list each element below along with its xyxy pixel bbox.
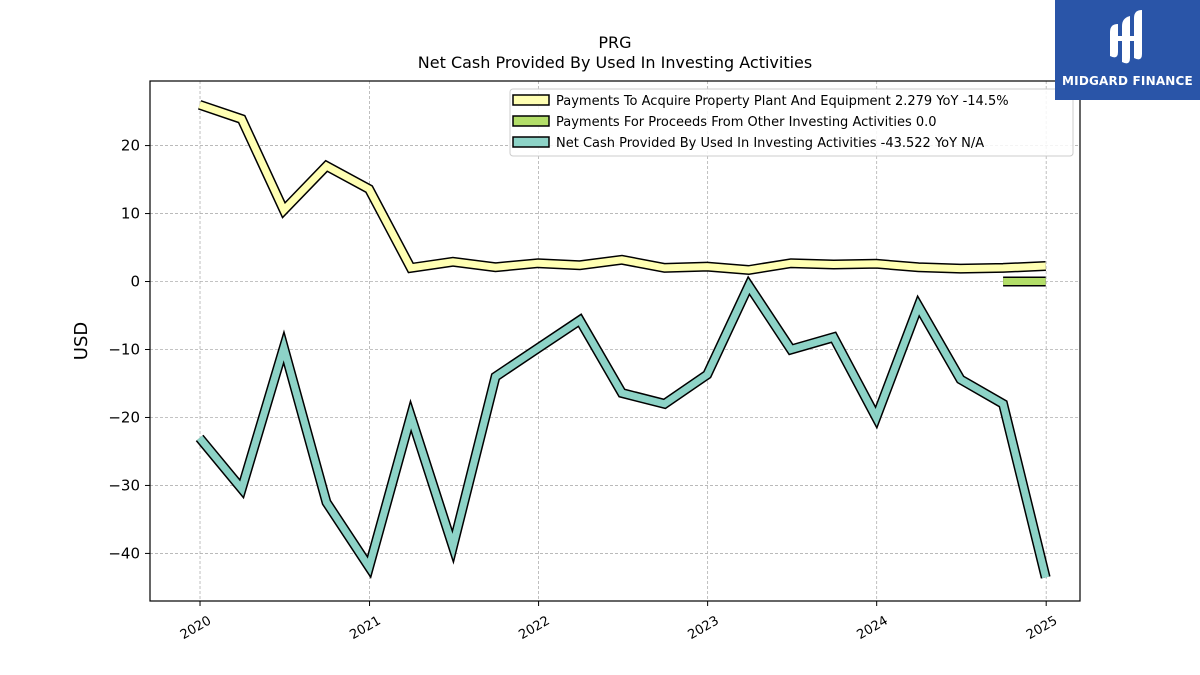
y-tick-label: 10 xyxy=(121,205,140,223)
series-line-0 xyxy=(197,100,1046,276)
series-outline xyxy=(195,275,1051,579)
y-tick-label: 20 xyxy=(121,137,140,155)
midgard-finance-logo: MIDGARD FINANCE xyxy=(1055,0,1200,100)
x-tick-label: 2020 xyxy=(178,613,214,643)
x-tick-label: 2025 xyxy=(1024,613,1060,643)
legend-swatch xyxy=(512,136,550,148)
logo-mark-icon xyxy=(1109,10,1142,64)
y-tick-label: −40 xyxy=(108,544,140,562)
logo-text: MIDGARD FINANCE xyxy=(1062,74,1193,88)
grid-lines xyxy=(150,81,1080,601)
series-stroke xyxy=(198,101,1046,274)
series-stroke xyxy=(196,278,1050,579)
x-tick-label: 2021 xyxy=(347,613,383,643)
y-tick-label: −20 xyxy=(108,408,140,426)
legend-entry: Net Cash Provided By Used In Investing A… xyxy=(556,136,984,151)
legend-swatch xyxy=(512,115,550,127)
legend-entry: Payments To Acquire Property Plant And E… xyxy=(556,94,1009,109)
x-tick-label: 2024 xyxy=(855,613,891,643)
chart-title: PRG xyxy=(598,33,631,52)
plot-frame xyxy=(149,80,1081,602)
y-tick-label: 0 xyxy=(130,273,140,291)
legend-entry: Payments For Proceeds From Other Investi… xyxy=(556,115,937,130)
x-axis-ticks: 2020 2021 2022 2023 2024 2025 xyxy=(178,601,1060,643)
legend-box xyxy=(509,88,1074,157)
x-tick-label: 2022 xyxy=(516,613,552,643)
y-axis-ticks: 20 10 0 −10 −20 −30 −40 xyxy=(108,137,150,562)
series-line-2 xyxy=(195,275,1051,579)
y-tick-label: −10 xyxy=(108,340,140,358)
chart-subtitle: Net Cash Provided By Used In Investing A… xyxy=(418,53,812,72)
x-tick-label: 2023 xyxy=(685,613,721,643)
series-layer xyxy=(195,100,1051,579)
legend-swatch xyxy=(512,94,550,106)
y-axis-label: USD xyxy=(71,322,92,360)
legend: Payments To Acquire Property Plant And E… xyxy=(509,88,1074,157)
y-tick-label: −30 xyxy=(108,476,140,494)
